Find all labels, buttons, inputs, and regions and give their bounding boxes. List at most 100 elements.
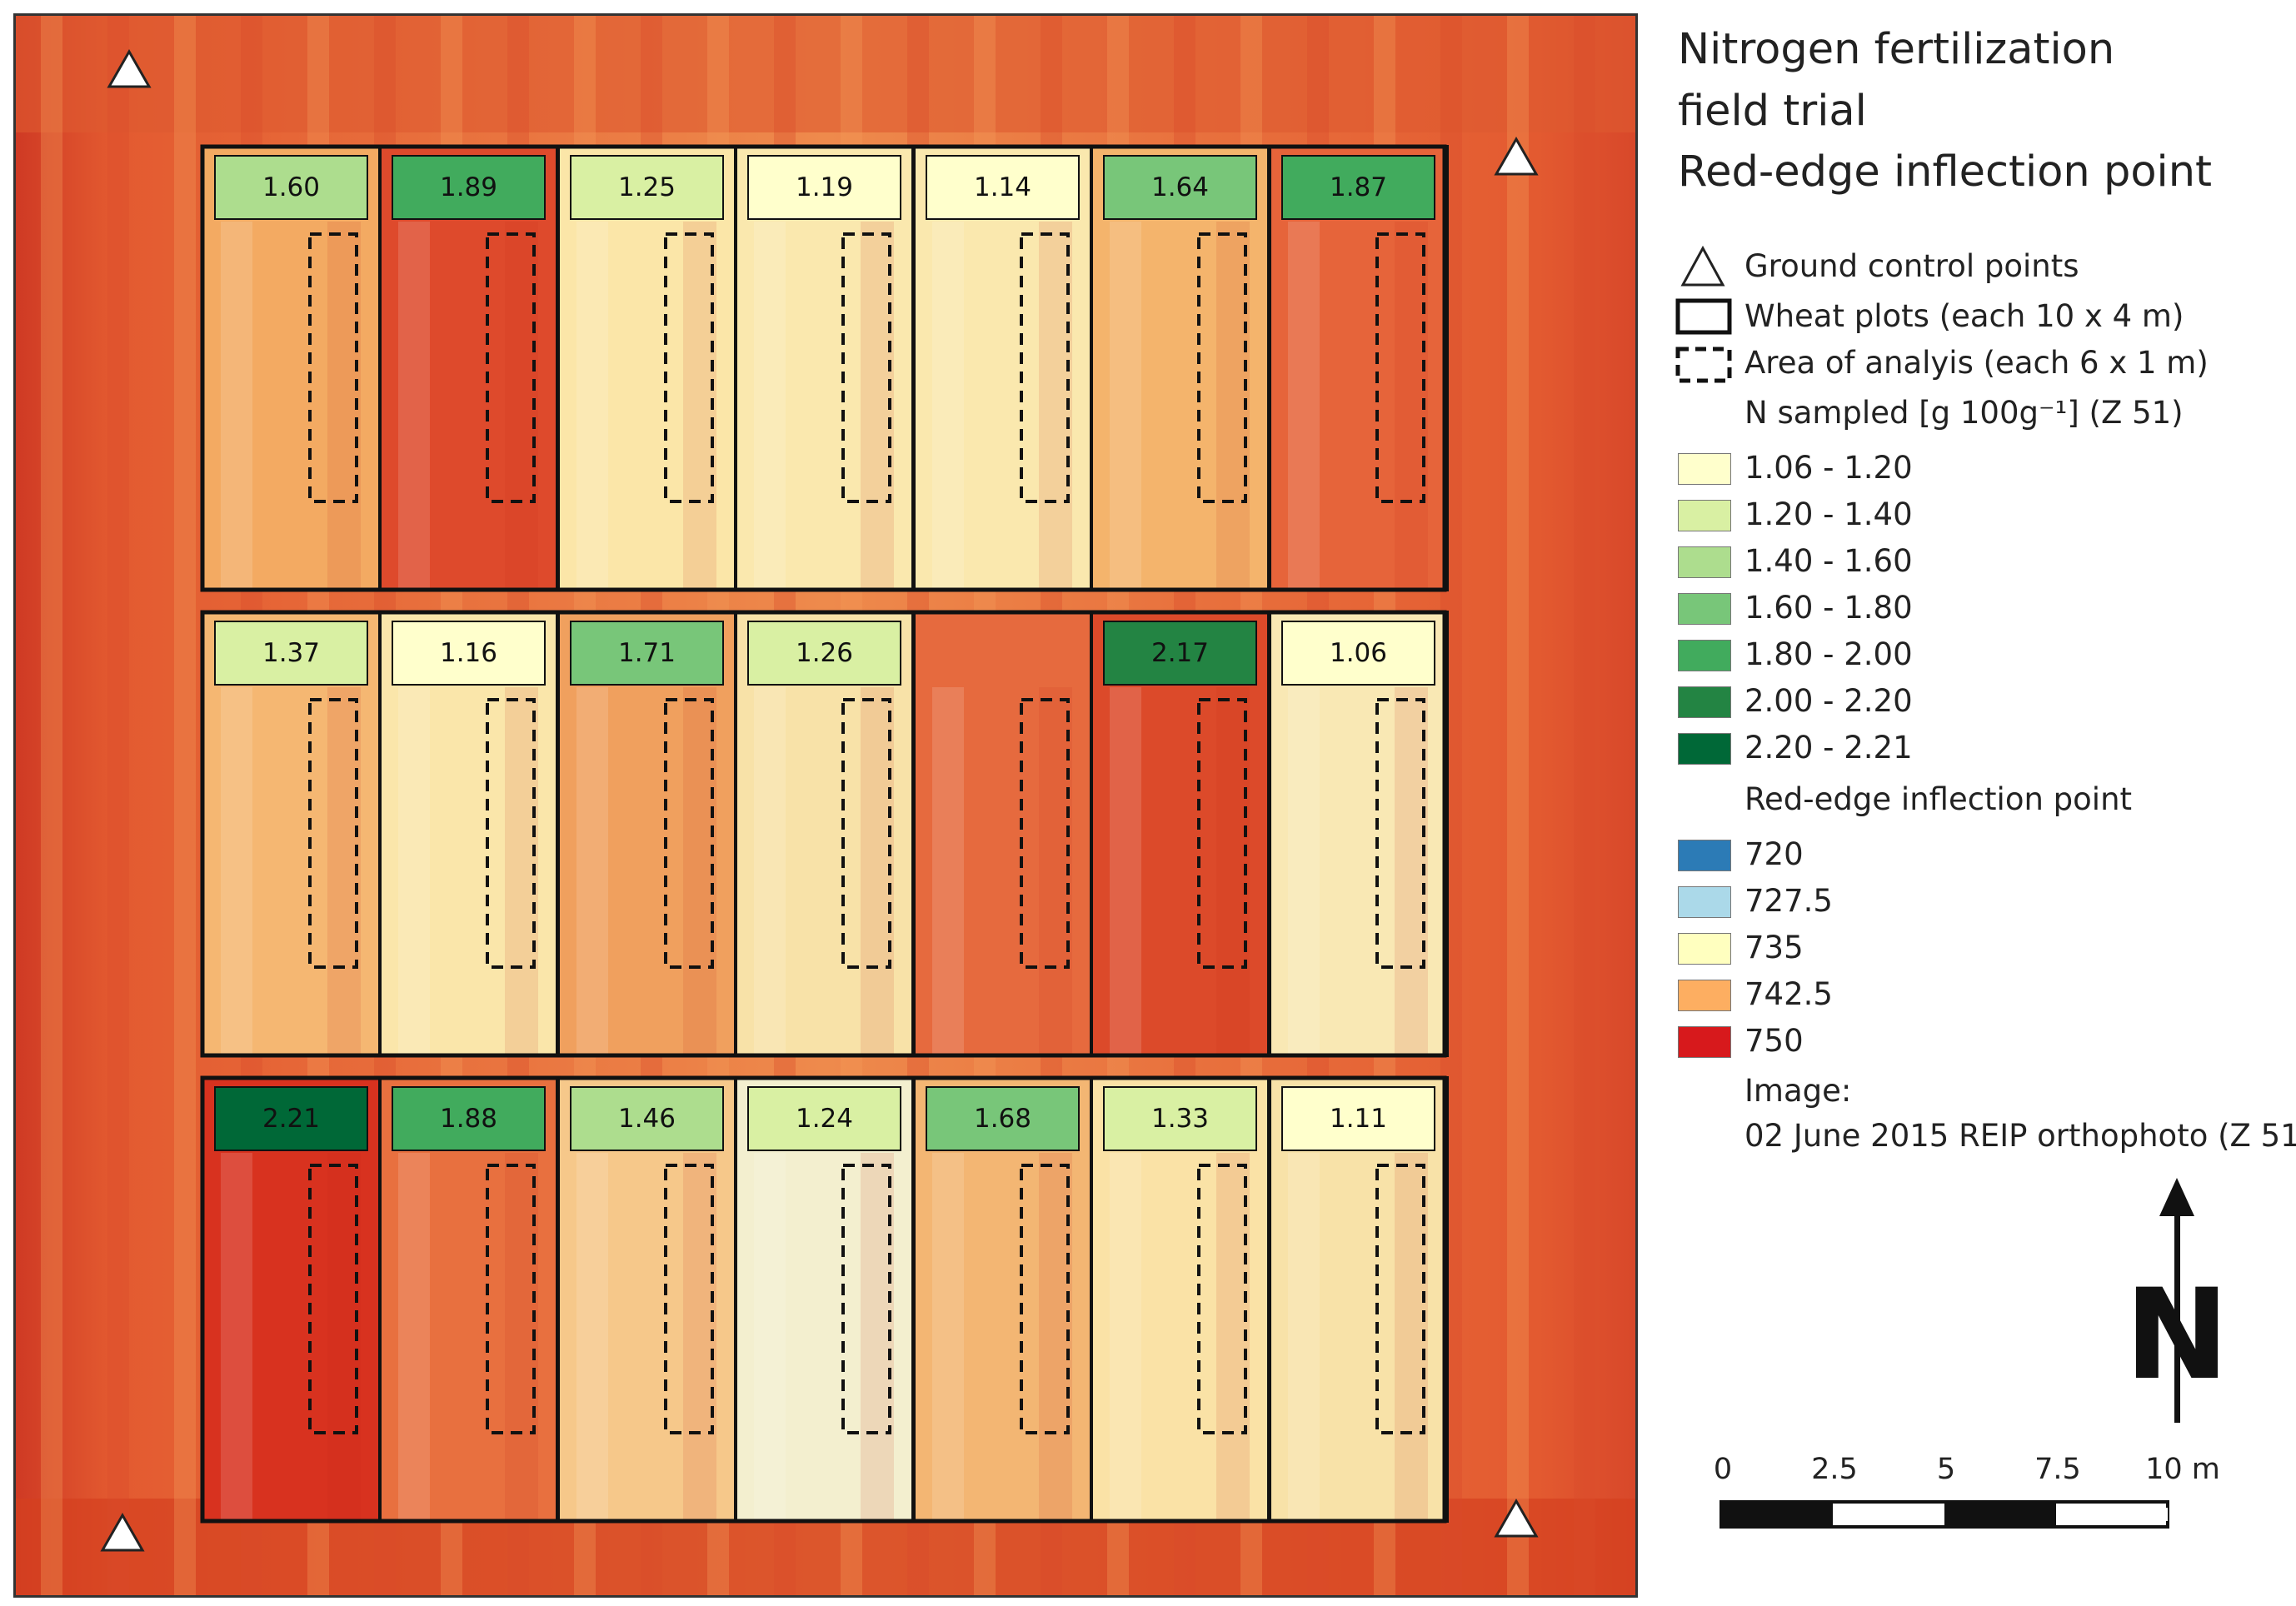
legend-reip-title: Red-edge inflection point [1744,781,2133,817]
analysis-area [1197,698,1247,969]
plot-n-label: 2.17 [1103,621,1257,686]
gcp-triangle-icon [1494,136,1539,176]
plot-fill [1270,147,1447,590]
analysis-area [1375,232,1425,503]
north-arrow-icon: N [2124,1178,2229,1423]
plot-fill [1270,1078,1447,1521]
reip-class-swatch [1678,933,1731,965]
plot-row-texture [398,1153,430,1521]
analysis-area [1375,698,1425,969]
analysis-areas [308,232,1425,1434]
n-class-swatch [1678,733,1731,765]
reip-class-label: 720 [1744,836,1804,872]
analysis-area [841,698,891,969]
crop-row-stripe [41,16,62,1595]
plot-fill [558,1078,736,1521]
legend-title-line-1: Nitrogen fertilization [1678,25,2115,74]
n-class-label: 1.06 - 1.20 [1744,450,1913,486]
scale-bar-label: 10 m [2145,1453,2220,1486]
plot-fills [202,147,1447,1521]
plot-fill [558,147,736,590]
ground-control-points [100,48,1539,1552]
map-frame: 1.60 1.89 1.25 1.19 1.14 1.64 1.87 1.37 1.16 1.71… [13,13,1638,1598]
reip-class-label: 750 [1744,1023,1804,1059]
plot-n-label: 1.88 [392,1086,546,1151]
plot-row-texture [932,222,964,590]
analysis-area [664,698,714,969]
scale-bar-label: 7.5 [2034,1453,2081,1486]
plot-n-label: 1.71 [570,621,724,686]
plot-fill [1270,612,1447,1055]
plot-fill [736,612,913,1055]
n-class-swatch [1678,686,1731,718]
plot-n-label: 1.25 [570,155,724,220]
n-class-label: 1.40 - 1.60 [1744,543,1913,579]
plot-row-texture [576,687,608,1055]
plot-row-texture [576,1153,608,1521]
plot-row-texture [221,222,252,590]
legend-gcp-label: Ground control points [1744,248,2079,284]
n-class-label: 1.20 - 1.40 [1744,496,1913,532]
plot-block-outline [200,1075,1447,1524]
reip-class-swatch [1678,840,1731,871]
gcp-triangle-icon [1680,245,1725,287]
plot-outlines [200,144,1449,1524]
n-class-label: 2.00 - 2.20 [1744,683,1913,719]
plot-fill [380,1078,557,1521]
plot-row-texture [754,1153,786,1521]
plot-fill [914,1078,1091,1521]
analysis-area [841,1164,891,1434]
legend-n-title: N sampled [g 100g⁻¹] (Z 51) [1744,395,2184,431]
analysis-area [664,232,714,503]
plot-n-label: 1.68 [926,1086,1080,1151]
plot-fill [202,147,380,590]
reip-class-label: 742.5 [1744,976,1833,1012]
plot-row-texture [1288,222,1320,590]
analysis-area [1197,1164,1247,1434]
n-class-swatch [1678,546,1731,578]
plot-n-label: 1.89 [392,155,546,220]
analysis-area [486,698,536,969]
crop-row-stripe [107,16,129,1595]
n-class-swatch [1678,593,1731,625]
plot-row-texture [754,687,786,1055]
n-class-label: 1.60 - 1.80 [1744,590,1913,626]
plot-n-label: 1.19 [747,155,901,220]
plot-n-label: 1.16 [392,621,546,686]
plot-fill [380,612,557,1055]
plot-fill [736,1078,913,1521]
scale-bar-label: 2.5 [1811,1453,1858,1486]
n-class-label: 2.20 - 2.21 [1744,730,1913,766]
gcp-triangle-icon [100,1512,145,1552]
scale-bar [1720,1500,2169,1529]
scale-bar-label: 0 [1713,1453,1733,1486]
analysis-area [841,232,891,503]
plot-fill [1091,612,1269,1055]
crop-row-stripe [1507,16,1529,1595]
plot-block-outline [200,610,1447,1058]
plot-n-label: 1.60 [214,155,368,220]
legend-image-desc: 02 June 2015 REIP orthophoto (Z 51) [1744,1118,2296,1154]
reip-class-swatch [1678,980,1731,1011]
analysis-area [1197,232,1247,503]
gcp-triangle-icon [107,48,152,88]
reip-orthophoto [16,16,1635,1595]
plot-fill [1091,147,1269,590]
gcp-triangle-icon [1494,1498,1539,1538]
north-arrow-letter: N [2124,1263,2229,1408]
plot-fill [914,147,1091,590]
n-class-swatch [1678,453,1731,485]
plot-fill [914,612,1091,1055]
analysis-area [308,1164,358,1434]
plot-fill [558,612,736,1055]
plot-row-texture [1110,1153,1141,1521]
field-edge-top [16,16,1635,132]
plot-n-label: 1.87 [1281,155,1435,220]
legend-title-line-3: Red-edge inflection point [1678,147,2213,197]
plot-n-label: 2.21 [214,1086,368,1151]
plot-n-label: 1.06 [1281,621,1435,686]
analysis-area [486,232,536,503]
plot-row-texture [754,222,786,590]
plot-n-label: 1.64 [1103,155,1257,220]
plot-row-texture [1288,687,1320,1055]
